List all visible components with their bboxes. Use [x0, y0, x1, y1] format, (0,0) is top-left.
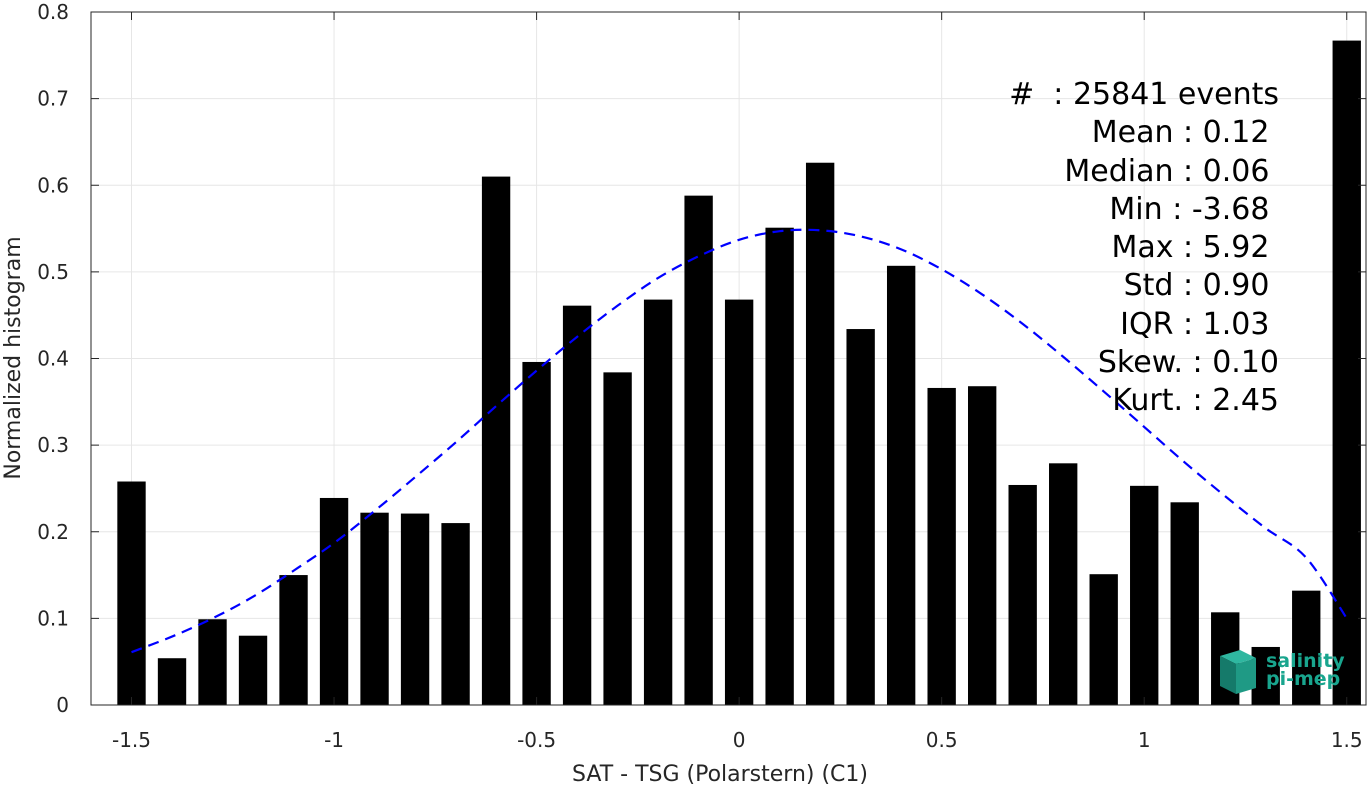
stat-kurt: Kurt. : 2.45 [1112, 383, 1279, 419]
y-tick-label-5: 0.5 [37, 260, 69, 284]
stat-count: # : 25841 events [1009, 77, 1279, 112]
bar-29 [1292, 590, 1321, 705]
bar-20 [927, 387, 956, 705]
bar-14 [684, 195, 713, 705]
y-tick-label-4: 0.4 [37, 347, 69, 371]
bar-8 [441, 523, 470, 705]
stat-iqr: IQR : 1.03 [1120, 306, 1279, 342]
cube-logo-icon [1220, 650, 1256, 694]
bar-9 [481, 176, 511, 705]
bar-22 [1008, 484, 1037, 705]
bar-16 [765, 227, 794, 706]
bar-25 [1130, 485, 1159, 705]
x-tick-label-1: -1 [324, 728, 344, 752]
bar-3 [238, 635, 268, 705]
y-tick-label-0: 0 [56, 693, 69, 717]
logo-text-salinity: salinity [1266, 650, 1345, 672]
y-tick-label-1: 0.1 [37, 606, 69, 630]
bar-17 [805, 162, 835, 706]
bar-11 [562, 305, 592, 705]
x-tick-label-5: 1 [1138, 728, 1151, 752]
bar-5 [319, 497, 349, 705]
bar-13 [643, 299, 673, 705]
bar-23 [1049, 463, 1078, 705]
bar-10 [522, 361, 551, 705]
bar-0 [117, 481, 146, 705]
y-tick-label-8: 0.8 [37, 0, 69, 24]
y-tick-label-3: 0.3 [37, 433, 69, 457]
bars [117, 40, 1361, 706]
y-tick-labels: 0 0.1 0.2 0.3 0.4 0.5 0.6 0.7 0.8 [37, 0, 69, 717]
stat-max: Max : 5.92 [1111, 230, 1279, 266]
bar-7 [400, 513, 430, 705]
stat-min: Min : -3.68 [1109, 191, 1279, 227]
stat-std: Std : 0.90 [1123, 268, 1279, 304]
bar-18 [846, 329, 875, 705]
x-tick-label-0: -1.5 [112, 728, 151, 752]
stat-median: Median : 0.06 [1064, 153, 1279, 189]
y-tick-label-7: 0.7 [37, 87, 69, 111]
bar-30 [1332, 40, 1361, 706]
stat-skew: Skew. : 0.10 [1097, 345, 1279, 381]
bar-4 [279, 575, 308, 705]
x-tick-label-2: -0.5 [517, 728, 556, 752]
x-tick-labels: -1.5 -1 -0.5 0 0.5 1 1.5 [112, 728, 1363, 752]
bar-2 [198, 619, 227, 705]
bar-12 [603, 372, 632, 705]
x-tick-label-4: 0.5 [926, 728, 958, 752]
x-axis-label: SAT - TSG (Polarstern) (C1) [572, 762, 868, 785]
y-axis-label: Normalized histogram [1, 236, 26, 479]
bar-28 [1251, 646, 1280, 705]
bar-1 [157, 658, 187, 705]
bar-26 [1170, 502, 1199, 705]
x-tick-label-6: 1.5 [1331, 728, 1363, 752]
bar-24 [1089, 574, 1118, 705]
statistics-annotation: # : 25841 events Mean : 0.12 Median : 0.… [879, 76, 1279, 421]
tick-marks [91, 11, 1366, 706]
bar-6 [360, 512, 389, 705]
bar-15 [724, 299, 754, 705]
x-tick-label-3: 0 [733, 728, 746, 752]
bar-19 [886, 265, 916, 705]
salinity-pi-mep-logo: salinity pi-mep [1216, 648, 1346, 696]
normal-fit-curve [131, 228, 1348, 654]
logo-text-pi-mep: pi-mep [1266, 668, 1341, 690]
stat-mean: Mean : 0.12 [1091, 115, 1279, 151]
bar-21 [967, 386, 997, 705]
y-tick-label-6: 0.6 [37, 173, 69, 197]
y-tick-label-2: 0.2 [37, 520, 69, 544]
